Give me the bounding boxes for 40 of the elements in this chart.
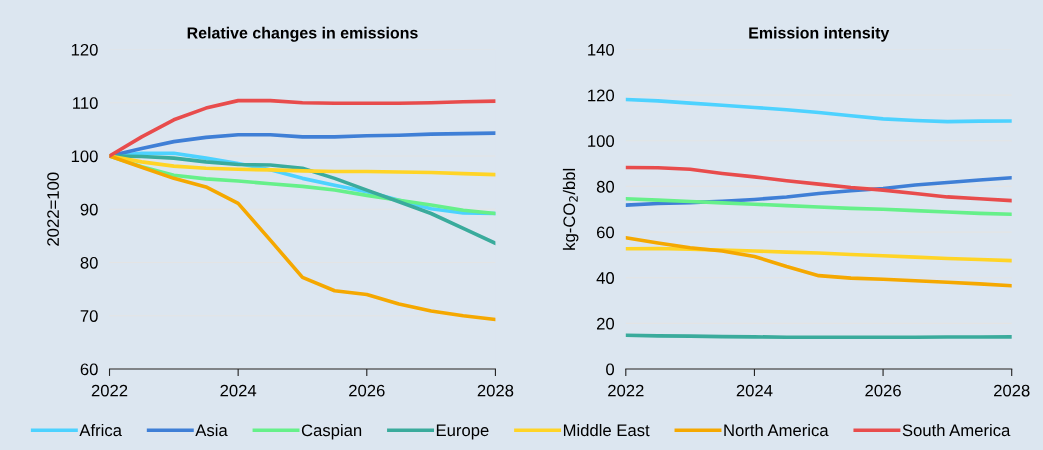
y-tick-label: 80 <box>596 180 615 193</box>
chart-title: Relative changes in emissions <box>187 26 418 42</box>
line-series <box>625 165 1012 203</box>
y-tick-label: 110 <box>73 97 98 109</box>
x-tick-label: 2028 <box>477 384 514 397</box>
legend-label: Asia <box>195 423 228 437</box>
x-tick-label: 2022 <box>91 384 128 397</box>
y-tick-label: 70 <box>80 310 98 322</box>
y-tick-label: 100 <box>71 150 98 163</box>
legend-label: Caspian <box>301 423 362 440</box>
x-tick-label: 2024 <box>736 384 773 397</box>
line-series <box>625 196 1012 217</box>
y-axis-title: 2022=100 <box>47 172 59 246</box>
x-tick-label: 2024 <box>220 384 257 397</box>
y-tick-label: 140 <box>588 43 615 56</box>
line-series <box>109 98 496 158</box>
x-tick-label: 2022 <box>608 384 644 397</box>
y-axis-title: kg-CO$_{2}$/bbl <box>562 168 579 250</box>
y-tick-label: 60 <box>597 226 615 239</box>
y-tick-label: 90 <box>80 203 98 216</box>
y-tick-label: 120 <box>588 89 615 102</box>
y-tick-label: 0 <box>606 363 615 376</box>
y-tick-label: 20 <box>596 317 615 330</box>
line-series <box>625 235 1012 288</box>
y-tick-label: 40 <box>596 272 615 284</box>
y-tick-label: 80 <box>80 256 98 269</box>
x-tick-label: 2026 <box>349 384 385 397</box>
legend-label: Europe <box>436 424 489 440</box>
y-tick-label: 120 <box>71 43 98 56</box>
chart-title: Emission intensity <box>749 26 890 42</box>
line-series <box>109 154 496 322</box>
x-tick-label: 2028 <box>994 384 1030 397</box>
legend-label: Africa <box>79 423 122 437</box>
x-tick-label: 2026 <box>865 384 901 397</box>
line-series <box>625 97 1012 124</box>
y-tick-label: 60 <box>80 363 98 376</box>
legend-label: North America <box>724 423 829 437</box>
y-tick-label: 100 <box>588 135 615 147</box>
legend-label: South America <box>902 423 1011 437</box>
legend-label: Middle East <box>563 423 650 437</box>
